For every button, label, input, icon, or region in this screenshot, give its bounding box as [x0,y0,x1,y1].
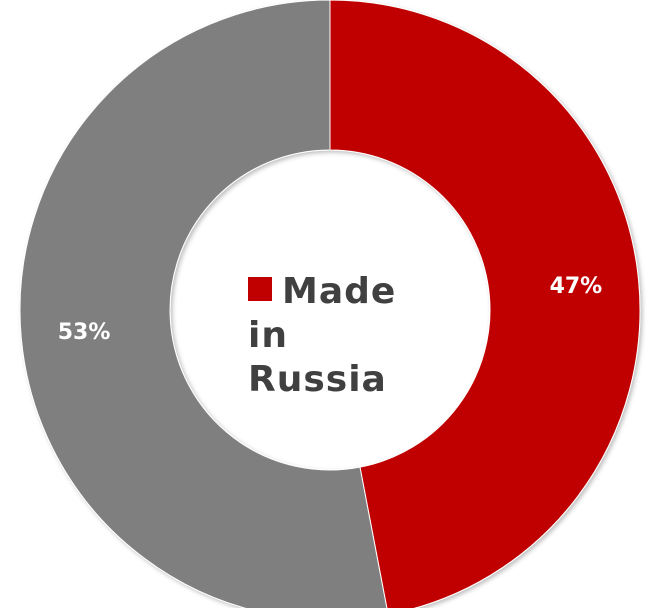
data-label-0: 47% [550,274,603,299]
legend: Made in Russia [248,270,428,402]
legend-marker-made-in-russia [248,277,272,301]
donut-slice-0 [329,0,641,608]
data-label-1: 53% [58,320,111,345]
donut-slice-1 [19,0,388,608]
legend-label-made-in-russia: Made in Russia [248,271,397,400]
